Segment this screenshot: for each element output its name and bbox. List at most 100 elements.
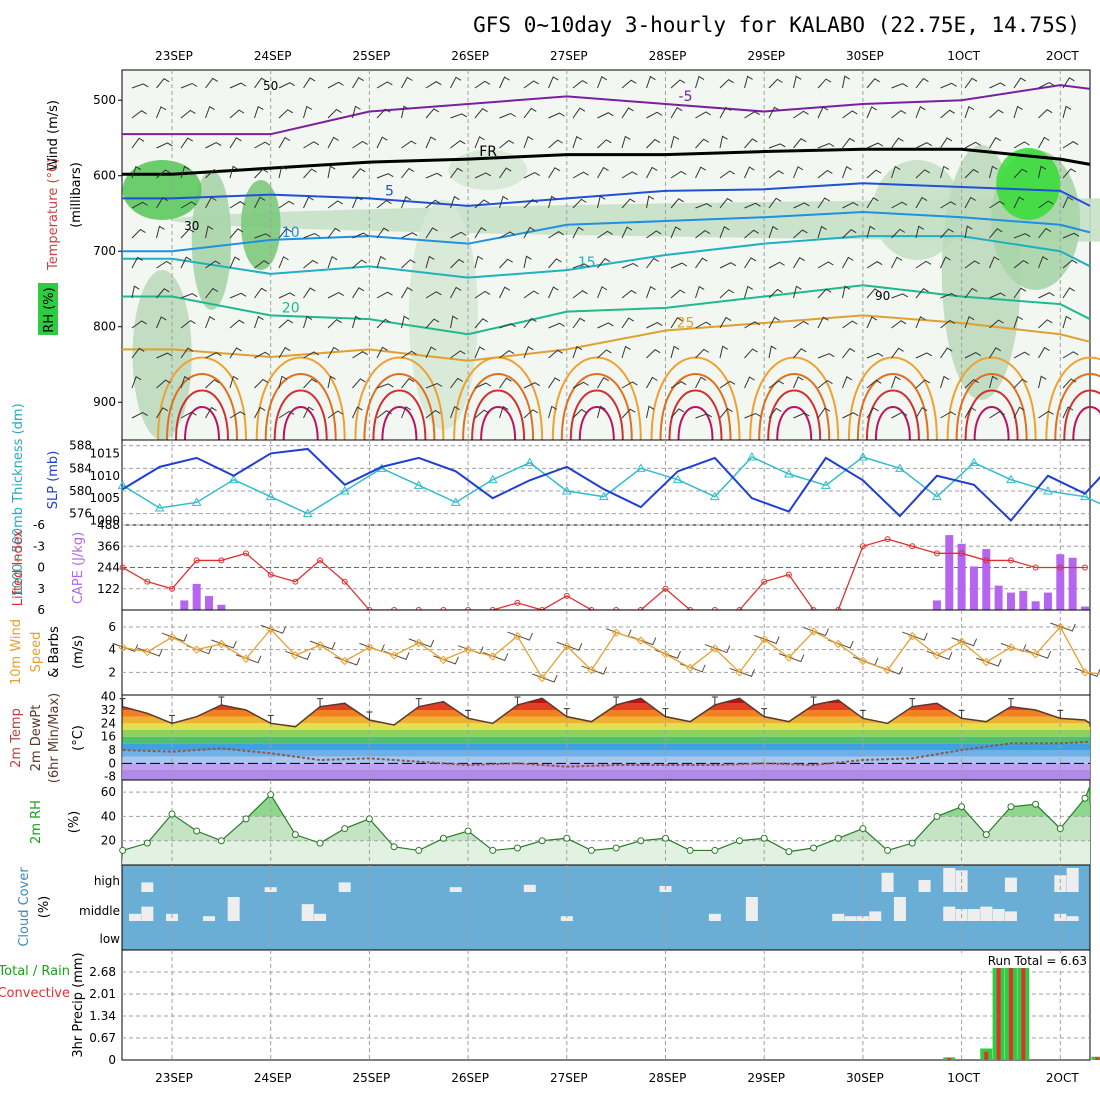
- cape-bar: [1006, 592, 1015, 610]
- rh-contour-label-30: 30: [184, 219, 199, 233]
- wind-barb: [352, 232, 369, 239]
- wind-barb: [376, 227, 390, 239]
- wind-barb: [866, 225, 876, 239]
- wind-barb: [499, 405, 509, 419]
- wind-barb: [842, 285, 851, 299]
- thickness-point: [228, 474, 239, 484]
- wind-barb: [180, 320, 196, 329]
- cape-bar: [957, 543, 966, 610]
- wind-barb: [474, 227, 487, 239]
- rh-contour-label-50: 50: [263, 79, 278, 93]
- warm-contour: [874, 406, 911, 441]
- top-date-axis: 23SEP 24SEP 25SEP 26SEP 27SEP 28SEP 29SEP 30SEP…: [155, 49, 1079, 63]
- wind-barb: [793, 110, 809, 119]
- wind-speed-point: [414, 638, 423, 648]
- slp-tick-1000: 1000: [89, 514, 120, 528]
- wind-barb: [572, 198, 587, 209]
- temp-tick-40: 40: [101, 690, 116, 704]
- wind-barb: [327, 81, 344, 89]
- warm-contour: [767, 389, 822, 441]
- wind-barb: [915, 142, 933, 149]
- wind-barb: [915, 316, 926, 329]
- wind-barb: [131, 110, 147, 119]
- wind-barb: [1038, 136, 1050, 149]
- precip-convective-bar: [984, 1051, 989, 1060]
- wind-barb: [180, 137, 193, 149]
- wind-barb: [1013, 233, 1031, 239]
- wind-barb: [891, 228, 906, 239]
- wind-barb: [352, 259, 367, 269]
- wind-barb: [131, 256, 143, 269]
- wind-barb: [572, 263, 590, 269]
- wind-barb: [768, 143, 786, 149]
- wind-barb: [278, 410, 295, 419]
- wind-barb: [180, 293, 198, 299]
- wind-speed-point: [365, 643, 374, 652]
- wind-barb: [327, 319, 342, 329]
- thickness-point: [1080, 491, 1090, 501]
- wind-barb: [450, 76, 462, 89]
- wind-barb: [793, 166, 804, 179]
- wind-speed-point: [1056, 622, 1065, 632]
- wind-barb: [205, 260, 221, 269]
- y-tick-700: 700: [93, 244, 116, 258]
- ylabel-barbs: & Barbs: [47, 626, 62, 678]
- wind-barb: [229, 228, 244, 239]
- wind-barb: [719, 170, 736, 179]
- minmax-whisker: [514, 696, 521, 705]
- lifted-tick-6: 6: [37, 603, 45, 617]
- lifted-point: [267, 571, 274, 578]
- wind-barb: [646, 75, 656, 89]
- wind-barb: [1038, 227, 1052, 239]
- wind-barb: [131, 83, 149, 89]
- precip-convective-bar: [1021, 964, 1026, 1060]
- lifted-point: [1032, 564, 1039, 571]
- wind-barb: [915, 288, 929, 299]
- thickness-point: [932, 491, 942, 501]
- wind-barb: [597, 322, 614, 329]
- wind-barb: [1062, 378, 1077, 389]
- temp-band-9: [122, 710, 1090, 717]
- wind-barb: [1062, 77, 1075, 89]
- warm-contour: [471, 389, 526, 441]
- wind-barb: [646, 166, 658, 179]
- wind-barb: [695, 376, 707, 389]
- rh-point: [1032, 800, 1040, 808]
- wind-barb: [156, 260, 172, 269]
- wind-speed-point: [315, 640, 325, 650]
- wind-barb: [940, 137, 953, 149]
- wind-barb: [523, 199, 538, 209]
- wind-barb: [621, 107, 634, 119]
- y-tick-500: 500: [93, 93, 116, 107]
- wind-barb: [278, 228, 292, 239]
- wind-barb: [205, 287, 219, 299]
- wind-speed-point: [389, 651, 399, 660]
- warm-contour: [677, 406, 714, 441]
- wind-barb: [523, 290, 540, 299]
- contour-15: [122, 235, 1091, 279]
- lifted-tick--6: -6: [33, 518, 45, 532]
- wind-barb: [670, 345, 680, 359]
- wind-barb: [425, 108, 440, 119]
- thickness-point: [1043, 485, 1053, 495]
- wind-speed-point: [858, 656, 868, 666]
- warm-contour: [166, 373, 238, 441]
- wind-barb: [548, 405, 558, 419]
- wind-barb: [450, 350, 466, 359]
- rh-point: [464, 827, 472, 835]
- wind-barb: [744, 285, 754, 299]
- ylabel-cloud-percent: (%): [37, 896, 52, 919]
- rh-point: [513, 844, 521, 852]
- wind-barb: [597, 195, 606, 209]
- wind-barb: [719, 289, 735, 299]
- rh-shading-7: [122, 160, 202, 220]
- wind-barb: [817, 261, 834, 269]
- rh-point: [859, 825, 867, 833]
- rh-point: [982, 831, 990, 839]
- bottom-date-label-0: 23SEP: [155, 1071, 193, 1085]
- lifted-point: [119, 564, 126, 571]
- wind-barb: [376, 200, 392, 209]
- wind-barb: [915, 106, 926, 119]
- top-date-label-4: 27SEP: [550, 49, 588, 63]
- cape-tick-366: 366: [97, 539, 120, 553]
